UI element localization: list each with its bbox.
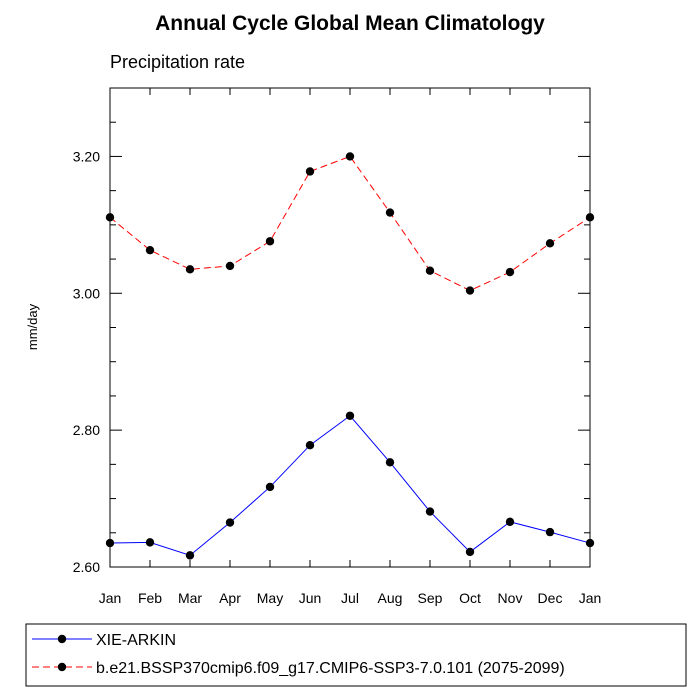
- series-1-point: [265, 237, 275, 246]
- legend-marker-0: [57, 634, 67, 644]
- x-tick-label: Jun: [299, 590, 322, 606]
- chart-title: Annual Cycle Global Mean Climatology: [155, 12, 545, 35]
- series-0-point: [385, 458, 395, 467]
- series-1-point: [505, 267, 515, 277]
- y-tick-label: 3.20: [73, 148, 100, 164]
- series-1-point: [585, 213, 595, 222]
- legend: XIE-ARKIN b.e21.BSSP370cmip6.f09_g17.CMIP…: [25, 623, 687, 687]
- series-0-point: [425, 507, 435, 516]
- legend-label-1: b.e21.BSSP370cmip6.f09_g17.CMIP6-SSP3-7.…: [96, 660, 565, 677]
- x-tick-label: Feb: [138, 590, 162, 606]
- series-1-point: [105, 213, 115, 222]
- legend-label-0: XIE-ARKIN: [96, 632, 176, 649]
- x-axis-ticks: Jan Feb Mar Apr May Jun Jul Aug Sep Oct Nov Dec Jan: [99, 88, 602, 606]
- series-0-point: [225, 518, 235, 527]
- series-1-point: [145, 245, 155, 255]
- x-tick-label: Mar: [178, 590, 202, 606]
- series-0-point: [145, 538, 155, 547]
- series-0-point: [305, 440, 315, 450]
- x-tick-label: Jan: [579, 590, 602, 606]
- y-tick-label: 2.60: [73, 559, 100, 575]
- series-1-point: [345, 152, 355, 161]
- series-1-point: [225, 261, 235, 271]
- x-tick-label: Dec: [538, 590, 563, 606]
- x-tick-label: Oct: [459, 590, 481, 606]
- x-tick-label: Jul: [341, 590, 359, 606]
- series-line-0: [109, 415, 591, 556]
- x-tick-label: Jan: [99, 590, 122, 606]
- series-1-point: [305, 167, 315, 176]
- series-0-point: [465, 547, 475, 557]
- series-layer: [105, 152, 595, 560]
- series-0-point: [345, 411, 355, 420]
- x-tick-label: May: [257, 590, 283, 606]
- legend-marker-1: [57, 662, 67, 672]
- y-axis-ticks: 2.60 2.80 3.00 3.20: [73, 87, 590, 575]
- series-0-point: [505, 517, 515, 527]
- series-1-point: [385, 208, 395, 217]
- series-1-point: [545, 239, 555, 248]
- x-tick-label: Aug: [378, 590, 403, 606]
- series-1-point: [425, 266, 435, 275]
- series-0-point: [105, 538, 115, 548]
- x-tick-label: Nov: [498, 590, 523, 606]
- series-1-point: [185, 265, 195, 274]
- series-0-point: [585, 538, 595, 548]
- y-tick-label: 3.00: [73, 285, 100, 301]
- x-tick-label: Apr: [219, 590, 241, 606]
- series-line-1: [109, 155, 591, 292]
- y-axis-label: mm/day: [25, 303, 40, 350]
- series-0-point: [545, 527, 555, 537]
- x-tick-label: Sep: [418, 590, 443, 606]
- series-0-point: [185, 551, 195, 560]
- y-tick-label: 2.80: [73, 422, 100, 438]
- legend-box: [25, 623, 687, 687]
- series-0-point: [265, 482, 275, 492]
- series-1-point: [465, 286, 475, 295]
- chart-subtitle: Precipitation rate: [110, 52, 245, 72]
